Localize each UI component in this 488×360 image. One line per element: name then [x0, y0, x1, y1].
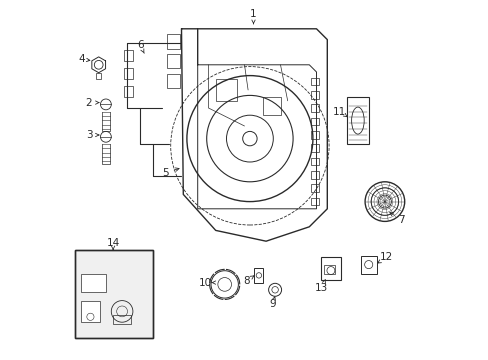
Bar — [123, 86, 133, 97]
Text: 13: 13 — [315, 283, 328, 293]
Bar — [123, 50, 133, 61]
Bar — [310, 198, 318, 205]
Bar — [75, 250, 152, 338]
Bar — [360, 256, 376, 274]
Text: 11: 11 — [333, 107, 346, 117]
Text: 2: 2 — [85, 98, 92, 108]
Bar — [324, 265, 334, 274]
Bar — [310, 171, 318, 179]
Bar — [310, 184, 318, 192]
Text: 5: 5 — [162, 168, 168, 178]
Bar — [254, 268, 263, 283]
Bar — [215, 79, 237, 101]
Text: 1: 1 — [250, 9, 256, 19]
Bar — [123, 68, 133, 79]
Bar — [310, 91, 318, 99]
Text: 14: 14 — [106, 238, 120, 248]
Bar — [310, 158, 318, 165]
Bar — [75, 250, 152, 338]
Text: 6: 6 — [137, 40, 143, 50]
Bar — [310, 131, 318, 139]
Bar — [262, 97, 280, 115]
Bar — [310, 104, 318, 112]
Bar — [167, 34, 179, 49]
Text: 12: 12 — [379, 252, 392, 262]
Text: 7: 7 — [397, 215, 404, 225]
Bar — [167, 74, 179, 88]
Text: 3: 3 — [85, 130, 92, 140]
Bar — [310, 144, 318, 152]
Bar — [320, 256, 340, 280]
Bar — [167, 54, 179, 68]
Bar — [96, 73, 101, 79]
Bar — [81, 301, 101, 322]
Bar — [310, 118, 318, 125]
Bar — [310, 78, 318, 85]
Bar — [81, 274, 106, 292]
Text: 4: 4 — [78, 54, 85, 64]
Text: 8: 8 — [243, 276, 249, 286]
Text: 9: 9 — [269, 299, 275, 309]
Text: 10: 10 — [198, 278, 211, 288]
Bar — [346, 97, 368, 144]
Bar — [113, 315, 131, 324]
